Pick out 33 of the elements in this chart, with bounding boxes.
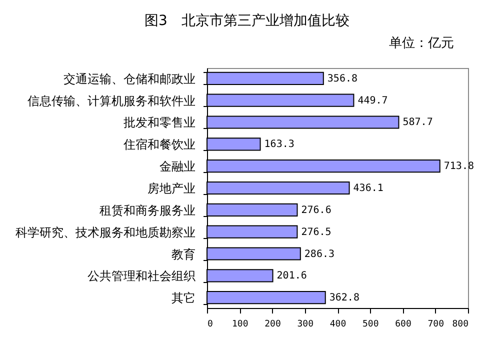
x-tick-label: 0 (208, 320, 213, 330)
y-tick-label: 住宿和餐饮业 (122, 138, 196, 152)
data-label: 276.6 (301, 204, 332, 216)
data-label: 201.6 (276, 270, 307, 282)
data-label: 286.3 (304, 248, 335, 260)
x-tick-label: 500 (362, 320, 379, 330)
data-label: 276.5 (301, 226, 332, 238)
chart-title: 图3 北京市第三产业增加值比较 (144, 12, 350, 30)
data-label: 362.8 (329, 292, 360, 304)
x-tick-label: 800 (452, 320, 468, 330)
x-tick-label: 100 (232, 320, 248, 330)
x-tick-label: 700 (428, 320, 444, 330)
data-label: 436.1 (353, 183, 384, 194)
y-tick-label: 租赁和商务服务业 (100, 203, 196, 218)
y-tick-label: 科学研究、技术服务和地质勘察业 (16, 225, 196, 240)
data-label: 163.3 (264, 139, 294, 150)
y-tick-label: 金融业 (160, 160, 196, 174)
x-tick-label: 400 (330, 320, 346, 330)
text: 单位：亿元 (389, 35, 454, 52)
data-label: 587.7 (402, 117, 433, 128)
y-tick-label: 教育 (172, 247, 196, 262)
y-tick-label: 批发和零售业 (124, 116, 196, 130)
y-tick-label: 公共管理和社会组织 (88, 269, 196, 284)
y-tick-label: 房地产业 (148, 182, 196, 196)
x-tick-label: 200 (264, 320, 281, 330)
x-tick-label: 300 (297, 320, 314, 330)
y-tick-label: 信息传输、计算机服务和软件业 (28, 94, 196, 108)
data-label: 713.8 (444, 161, 474, 172)
x-tick-label: 600 (395, 320, 412, 330)
y-tick-label: 其它 (172, 291, 196, 306)
data-label: 449.7 (358, 95, 388, 106)
y-tick-label: 交通运输、仓储和邮政业 (64, 72, 196, 86)
data-label: 356.8 (327, 73, 358, 84)
